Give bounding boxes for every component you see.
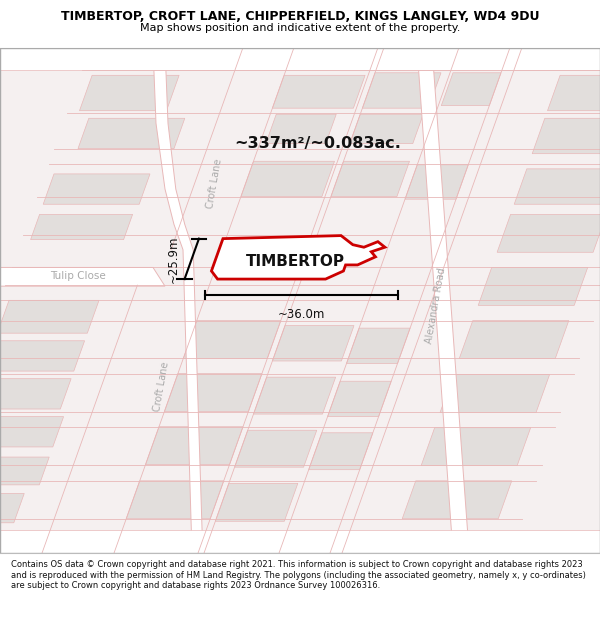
Text: TIMBERTOP: TIMBERTOP — [247, 254, 346, 269]
Polygon shape — [153, 48, 203, 553]
Text: Croft Lane: Croft Lane — [152, 361, 170, 412]
Text: ~25.9m: ~25.9m — [167, 235, 180, 282]
Polygon shape — [235, 430, 317, 467]
Polygon shape — [514, 169, 600, 204]
Text: Alexandra Road: Alexandra Road — [425, 267, 448, 344]
Polygon shape — [440, 374, 550, 413]
Polygon shape — [402, 481, 512, 519]
Polygon shape — [0, 341, 85, 371]
Polygon shape — [460, 321, 569, 359]
Polygon shape — [309, 432, 373, 470]
Polygon shape — [0, 417, 64, 447]
Polygon shape — [548, 75, 600, 111]
Text: Map shows position and indicative extent of the property.: Map shows position and indicative extent… — [140, 23, 460, 33]
Polygon shape — [254, 377, 335, 414]
Polygon shape — [331, 161, 409, 197]
Polygon shape — [241, 161, 335, 197]
Polygon shape — [0, 457, 49, 485]
Text: Contains OS data © Crown copyright and database right 2021. This information is : Contains OS data © Crown copyright and d… — [11, 560, 586, 590]
Polygon shape — [126, 481, 224, 519]
Polygon shape — [79, 75, 179, 111]
Polygon shape — [0, 531, 600, 553]
Polygon shape — [266, 114, 336, 144]
Polygon shape — [272, 75, 365, 108]
Polygon shape — [362, 72, 441, 108]
Polygon shape — [211, 236, 385, 279]
Polygon shape — [78, 118, 185, 149]
Polygon shape — [164, 374, 262, 411]
Polygon shape — [0, 268, 165, 286]
Polygon shape — [328, 381, 391, 417]
Polygon shape — [350, 114, 423, 144]
Polygon shape — [215, 483, 298, 521]
Polygon shape — [417, 48, 469, 553]
Text: Tulip Close: Tulip Close — [50, 271, 106, 281]
Polygon shape — [0, 48, 600, 70]
Polygon shape — [0, 494, 24, 522]
Polygon shape — [532, 118, 600, 154]
Polygon shape — [478, 268, 587, 306]
Polygon shape — [405, 165, 468, 199]
Polygon shape — [0, 379, 71, 409]
Text: ~36.0m: ~36.0m — [278, 308, 325, 321]
Polygon shape — [442, 72, 501, 106]
Polygon shape — [347, 328, 410, 364]
Text: Croft Lane: Croft Lane — [205, 158, 223, 210]
Polygon shape — [421, 428, 530, 466]
Polygon shape — [0, 300, 99, 333]
Polygon shape — [43, 174, 150, 204]
Text: ~337m²/~0.083ac.: ~337m²/~0.083ac. — [235, 136, 401, 151]
Polygon shape — [31, 214, 133, 239]
Polygon shape — [184, 321, 281, 359]
Polygon shape — [497, 214, 600, 253]
Polygon shape — [146, 427, 243, 464]
Text: TIMBERTOP, CROFT LANE, CHIPPERFIELD, KINGS LANGLEY, WD4 9DU: TIMBERTOP, CROFT LANE, CHIPPERFIELD, KIN… — [61, 11, 539, 24]
Polygon shape — [272, 326, 354, 361]
